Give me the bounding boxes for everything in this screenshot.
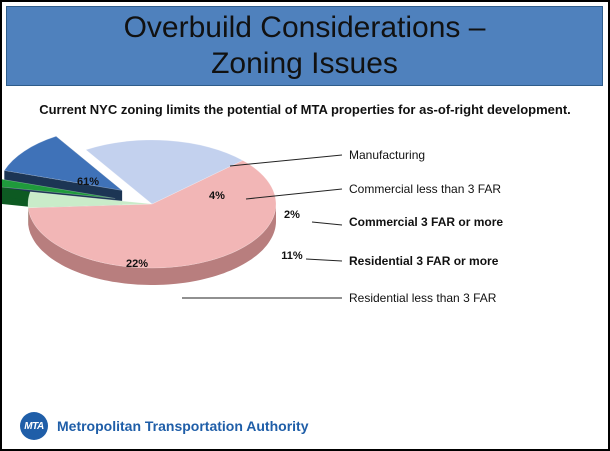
pie-value-label-manufacturing: 61% <box>77 176 99 188</box>
pie-value-label-commercial-less-than-3-far: 4% <box>209 190 225 202</box>
pie-value-label-commercial-3-far-or-more: 2% <box>284 209 300 221</box>
chart-subtitle: Current NYC zoning limits the potential … <box>39 102 571 117</box>
organization-name: Metropolitan Transportation Authority <box>57 418 309 434</box>
mta-logo: MTA <box>20 412 48 440</box>
pie-chart: 61% 4% 2% 11% 22% Manufacturing Commercial les… <box>2 135 503 305</box>
pie-slice-commercial-3-far-or-more <box>2 178 116 199</box>
pie-slice-residential-3-far-or-more <box>3 135 124 191</box>
category-label-commercial-less-than-3-far: Commercial less than 3 FAR <box>349 182 501 196</box>
slide-title-line-1: Overbuild Considerations – <box>123 11 486 44</box>
title-banner: Overbuild Considerations – Zoning Issues <box>6 6 603 86</box>
pie-slice-commercial-less-than-3-far <box>27 191 153 209</box>
pie-slice-residential-less-than-3-far <box>85 139 244 205</box>
category-label-manufacturing: Manufacturing <box>349 148 425 162</box>
category-label-residential-less-than-3-far: Residential less than 3 FAR <box>349 291 497 305</box>
callout-line-residential-3-far-or-more <box>305 258 343 262</box>
pie-value-label-residential-less-than-3-far: 22% <box>126 258 148 270</box>
pie-slice-manufacturing <box>27 160 277 269</box>
category-label-residential-3-far-or-more: Residential 3 FAR or more <box>349 254 499 268</box>
callout-line-commercial-less-than-3-far <box>245 188 343 200</box>
slide-title-line-2: Zoning Issues <box>211 47 398 80</box>
pie-slice-side-manufacturing <box>28 202 277 285</box>
callout-line-commercial-3-far-or-more <box>311 221 343 226</box>
pie-value-label-residential-3-far-or-more: 11% <box>281 250 303 262</box>
footer: MTA Metropolitan Transportation Authorit… <box>20 412 308 440</box>
callout-line-manufacturing <box>229 154 343 167</box>
category-label-commercial-3-far-or-more: Commercial 3 FAR or more <box>349 215 503 229</box>
